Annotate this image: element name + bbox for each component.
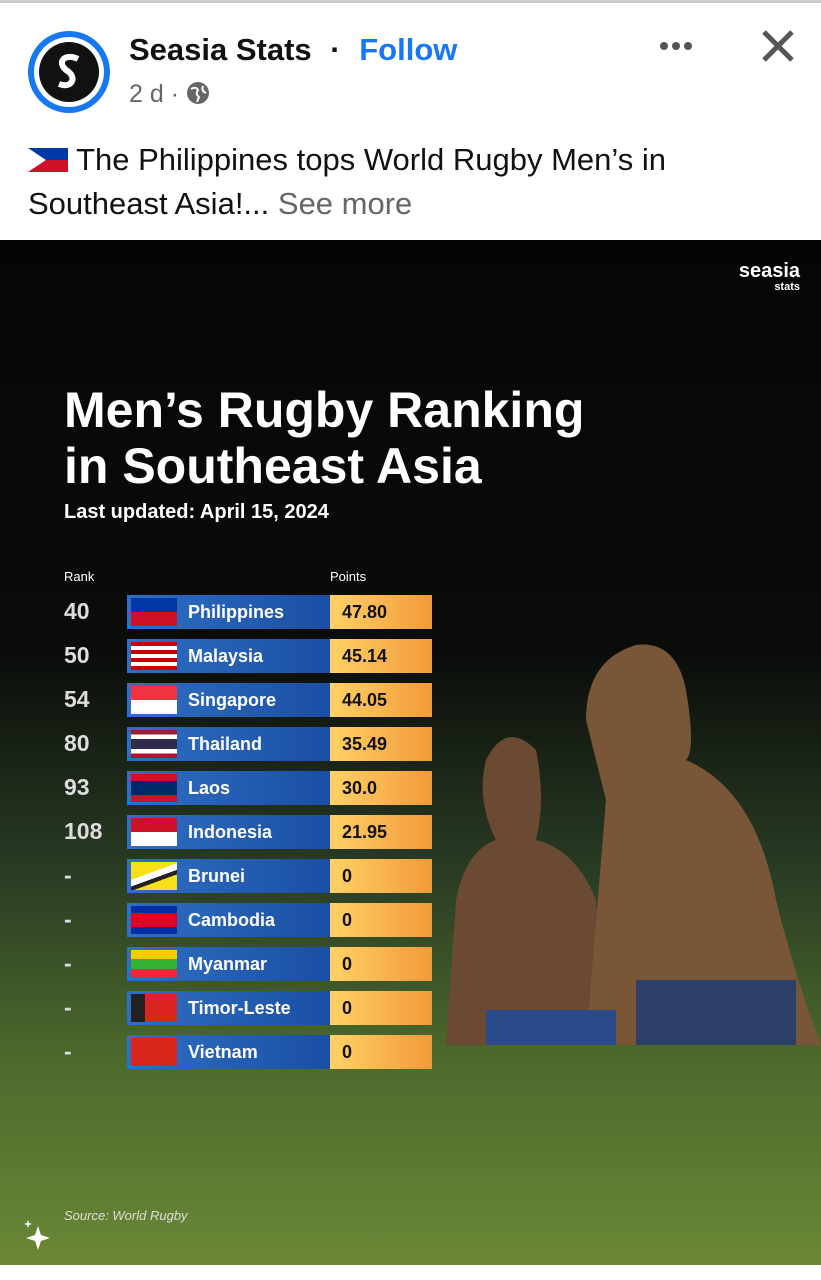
post-body: The Philippines tops World Rugby Men’s i… [28,142,666,221]
rank: 54 [64,686,90,712]
follow-button[interactable]: Follow [359,32,458,67]
ph-flag [28,148,68,172]
page-name[interactable]: Seasia Stats [129,32,312,67]
rank: 108 [64,818,103,844]
points: 0 [330,991,432,1025]
close-button[interactable] [760,28,796,64]
avatar[interactable] [26,29,112,115]
points: 30.0 [330,771,432,805]
flag [131,906,177,934]
post-time[interactable]: 2 d [129,80,164,108]
flag [131,950,177,978]
see-more[interactable]: See more [277,186,413,221]
subtitle: Last updated: April 15, 2024 [64,501,329,523]
points: 44.05 [330,683,432,717]
rank: - [64,1038,72,1064]
flag [131,994,177,1022]
separator: · [330,32,341,67]
title: Men’s Rugby Ranking in Southeast Asia [64,382,584,494]
separator: · [170,80,180,108]
flag [131,642,177,670]
source: Source: World Rugby [64,1208,188,1223]
points: 45.14 [330,639,432,673]
points: 0 [330,903,432,937]
globe-icon [187,82,209,104]
title-line: in Southeast Asia [64,438,482,494]
infographic[interactable]: seasia stats Men’s Rugby Ranking in Sout… [0,240,821,1265]
flag [131,598,177,626]
rank: - [64,862,72,888]
flag [131,862,177,890]
rank: - [64,906,72,932]
rank: - [64,994,72,1020]
sparkle-icon[interactable] [20,1218,60,1258]
points: 0 [330,947,432,981]
more-button[interactable] [656,36,696,56]
brand: seasia stats [739,260,800,293]
flag [131,1038,177,1066]
rank: - [64,950,72,976]
flag [131,774,177,802]
points: 0 [330,1035,432,1069]
points: 21.95 [330,815,432,849]
meta-row: 2 d · [129,80,210,109]
flag [131,730,177,758]
photo [446,644,821,1045]
rank: 80 [64,730,90,756]
header-row: Seasia Stats · Follow [129,32,457,68]
rank: 40 [64,598,90,624]
brand-sub: stats [774,281,800,293]
title-line: Men’s Rugby Ranking [64,382,585,438]
points: 0 [330,859,432,893]
flag [131,818,177,846]
header-rank: Rank [64,569,95,584]
brand-name: seasia [738,260,800,282]
post-text: The Philippines tops World Rugby Men’s i… [28,138,788,226]
header-points: Points [330,569,367,584]
points: 47.80 [330,595,432,629]
top-bar [0,0,821,3]
flag [131,686,177,714]
rank: 50 [64,642,90,668]
points: 35.49 [330,727,432,761]
rank: 93 [64,774,90,800]
